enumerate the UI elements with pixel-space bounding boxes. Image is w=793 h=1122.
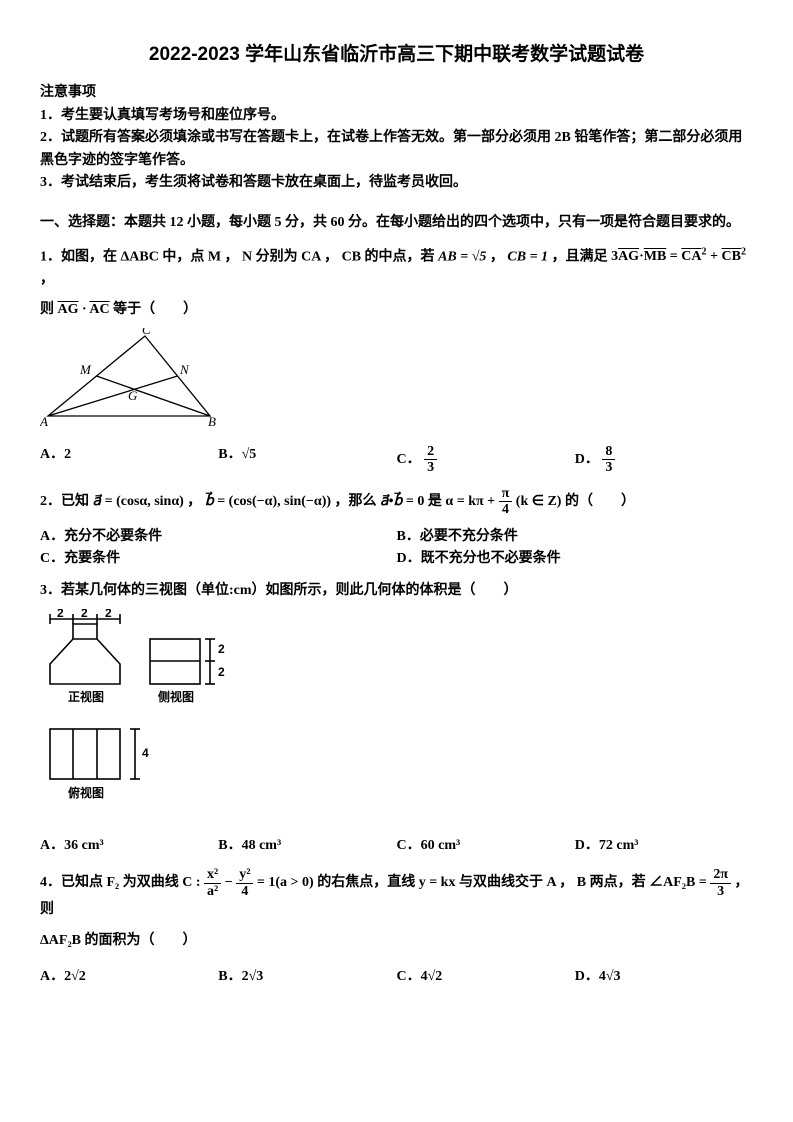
q1-options: A．2 B．√5 C． 23 D． 83 bbox=[40, 444, 753, 476]
q2-opt-a: A．充分不必要条件 bbox=[40, 526, 397, 548]
q4-f1n: x² bbox=[204, 867, 221, 883]
q4-options: A．2√2 B．2√3 C．4√2 D．4√3 bbox=[40, 966, 753, 988]
q3-label-top: 俯视图 bbox=[68, 785, 104, 800]
q1-eq: 3AG·MB = CA2 + CB2 bbox=[611, 249, 746, 264]
q1-opt-d: D． 83 bbox=[575, 444, 753, 476]
q1-opt-a: A．2 bbox=[40, 444, 218, 476]
page-title: 2022-2023 学年山东省临沂市高三下期中联考数学试题试卷 bbox=[40, 40, 753, 70]
q4-mid: = 1(a > 0) 的右焦点，直线 y = kx 与双曲线交于 A ， B 两… bbox=[257, 876, 710, 891]
q4-opt-d: D．4√3 bbox=[575, 966, 753, 988]
notice-head: 注意事项 bbox=[40, 82, 753, 104]
q1-ab: AB = √5 bbox=[438, 249, 486, 264]
section1-head: 一、选择题：本题共 12 小题，每小题 5 分，共 60 分。在每小题给出的四个… bbox=[40, 212, 753, 234]
svg-text:N: N bbox=[179, 362, 190, 377]
q1-c-label: C． bbox=[397, 452, 421, 467]
q4-line1: 4．已知点 F₂ 为双曲线 C : x²a² − y²4 = 1(a > 0) … bbox=[40, 867, 753, 921]
q1-cb: CB = 1 bbox=[507, 249, 548, 264]
q4-ang-n: 2π bbox=[710, 867, 731, 883]
q1-mid1: ， bbox=[490, 249, 504, 264]
q4-pre: 4．已知点 F₂ 为双曲线 C : bbox=[40, 876, 204, 891]
q3-dim-2b: 2 bbox=[81, 609, 88, 620]
q3-opt-c: C．60 cm³ bbox=[397, 835, 575, 857]
q3-diagram: 2 2 2 2 2 4 正视图 侧视图 俯视图 bbox=[40, 609, 753, 827]
q4-f2d: 4 bbox=[236, 884, 253, 899]
question-1: 1．如图，在 ΔABC 中，点 M ， N 分别为 CA ， CB 的中点，若 … bbox=[40, 245, 753, 476]
q1-d-num: 8 bbox=[602, 444, 615, 460]
q3-options: A．36 cm³ B．48 cm³ C．60 cm³ D．72 cm³ bbox=[40, 835, 753, 857]
q4-line2: ΔAF₂B 的面积为（ ） bbox=[40, 930, 753, 952]
q1-opt-b: B．√5 bbox=[218, 444, 396, 476]
q4-opt-c: C．4√2 bbox=[397, 966, 575, 988]
q2-text: 2．已知 a⃗ = (cosα, sinα) ， b⃗ = (cos(−α), … bbox=[40, 486, 753, 518]
question-4: 4．已知点 F₂ 为双曲线 C : x²a² − y²4 = 1(a > 0) … bbox=[40, 867, 753, 988]
svg-text:B: B bbox=[208, 414, 216, 428]
q2-opt-d: D．既不充分也不必要条件 bbox=[397, 548, 754, 570]
q2-opt-c: C．充要条件 bbox=[40, 548, 397, 570]
q4-f1d: a² bbox=[204, 884, 221, 899]
q1-c-den: 3 bbox=[424, 460, 437, 475]
q3-dim-2e: 2 bbox=[218, 665, 225, 679]
q4-f2n: y² bbox=[236, 867, 253, 883]
q3-dim-2d: 2 bbox=[218, 642, 225, 656]
q3-opt-b: B．48 cm³ bbox=[218, 835, 396, 857]
question-2: 2．已知 a⃗ = (cosα, sinα) ， b⃗ = (cos(−α), … bbox=[40, 486, 753, 571]
q1-opt-c: C． 23 bbox=[397, 444, 575, 476]
q4-ang-d: 3 bbox=[710, 884, 731, 899]
q1-c-num: 2 bbox=[424, 444, 437, 460]
notice-line-1: 1．考生要认真填写考场号和座位序号。 bbox=[40, 105, 753, 127]
q2-opt-b: B．必要不充分条件 bbox=[397, 526, 754, 548]
q3-dim-4: 4 bbox=[142, 746, 149, 760]
q4-minus: − bbox=[225, 876, 236, 891]
q1-post: ， bbox=[40, 272, 54, 287]
notice-line-2: 2．试题所有答案必须填涂或书写在答题卡上，在试卷上作答无效。第一部分必须用 2B… bbox=[40, 127, 753, 172]
q2-options: A．充分不必要条件 B．必要不充分条件 C．充要条件 D．既不充分也不必要条件 bbox=[40, 526, 753, 571]
q3-label-front: 正视图 bbox=[68, 689, 104, 704]
q3-opt-d: D．72 cm³ bbox=[575, 835, 753, 857]
q3-opt-a: A．36 cm³ bbox=[40, 835, 218, 857]
question-3: 3．若某几何体的三视图（单位:cm）如图所示，则此几何体的体积是（ ） bbox=[40, 580, 753, 857]
notice-line-3: 3．考试结束后，考生须将试卷和答题卡放在桌面上，待监考员收回。 bbox=[40, 172, 753, 194]
q1-diagram: A B C M N G bbox=[40, 328, 753, 436]
q4-opt-b: B．2√3 bbox=[218, 966, 396, 988]
notice-block: 注意事项 1．考生要认真填写考场号和座位序号。 2．试题所有答案必须填涂或书写在… bbox=[40, 82, 753, 194]
q1-line2: 则 AG · AC 等于（ ） bbox=[40, 299, 753, 321]
svg-text:A: A bbox=[40, 414, 48, 428]
q1-mid2: ，且满足 bbox=[552, 249, 612, 264]
q3-label-side: 侧视图 bbox=[158, 689, 194, 704]
q3-dim-2a: 2 bbox=[57, 609, 64, 620]
q1-pre: 1．如图，在 ΔABC 中，点 M ， N 分别为 CA ， CB 的中点，若 bbox=[40, 249, 438, 264]
svg-text:M: M bbox=[79, 362, 92, 377]
q3-dim-2c: 2 bbox=[105, 609, 112, 620]
q1-d-den: 3 bbox=[602, 460, 615, 475]
q3-text: 3．若某几何体的三视图（单位:cm）如图所示，则此几何体的体积是（ ） bbox=[40, 580, 753, 602]
q4-opt-a: A．2√2 bbox=[40, 966, 218, 988]
svg-text:C: C bbox=[142, 328, 151, 337]
svg-text:G: G bbox=[128, 388, 138, 403]
q1-d-label: D． bbox=[575, 452, 599, 467]
